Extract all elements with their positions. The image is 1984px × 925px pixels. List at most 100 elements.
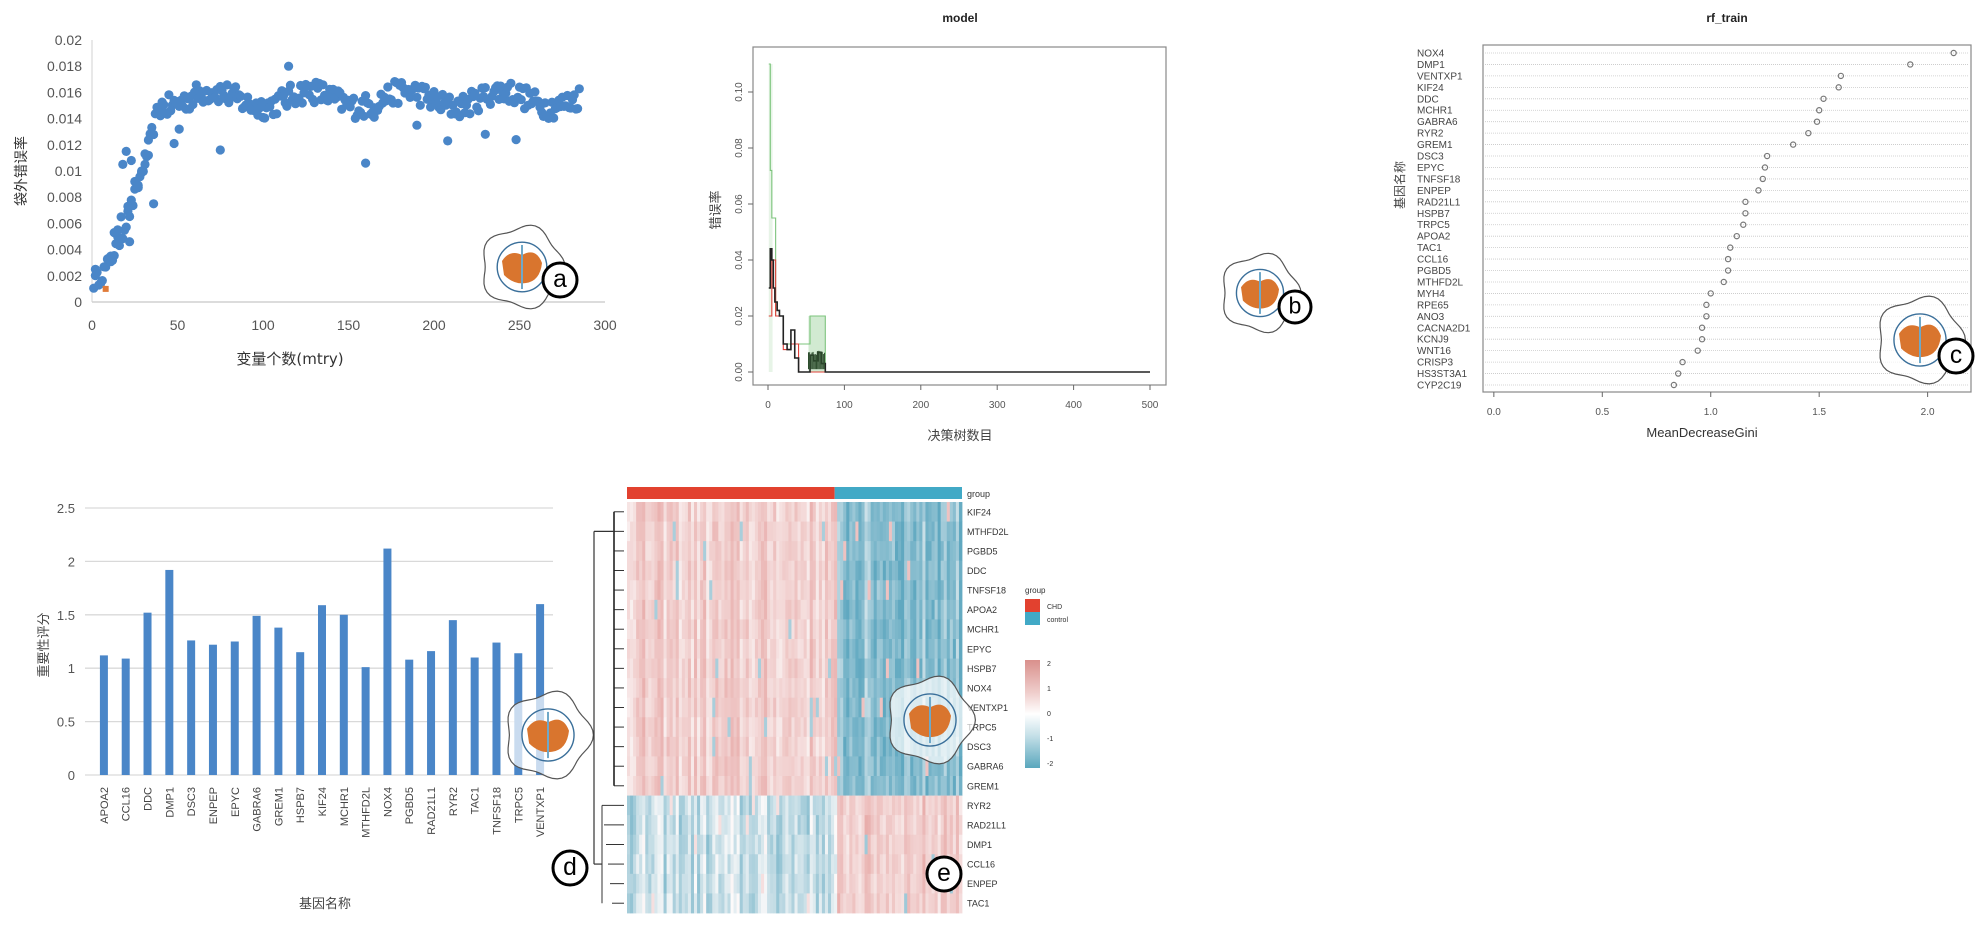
heatmap-cell xyxy=(916,560,920,581)
heatmap-cell xyxy=(843,521,847,542)
heatmap-cell xyxy=(958,834,963,855)
heatmap-cell xyxy=(824,658,829,679)
heatmap-cell xyxy=(837,815,841,836)
heatmap-cell xyxy=(681,678,686,699)
heatmap-cell xyxy=(843,893,847,914)
heatmap-cell xyxy=(736,854,741,875)
heatmap-cell xyxy=(697,697,701,718)
heatmap-cell xyxy=(730,560,734,581)
heatmap-cell xyxy=(675,756,680,777)
heatmap-cell xyxy=(800,893,805,914)
heatmap-cell xyxy=(648,639,652,659)
gini-dot xyxy=(1820,95,1827,102)
heatmap-cell xyxy=(821,834,826,855)
heatmap-cell xyxy=(770,854,774,875)
heatmap-cell xyxy=(925,834,929,855)
heatmap-cell xyxy=(922,521,926,542)
heatmap-cell xyxy=(952,756,957,777)
heatmap-cell xyxy=(751,619,756,640)
heatmap-cell xyxy=(821,580,826,601)
heatmap-cell xyxy=(864,776,868,796)
panel-d: 0 0.5 1 1.5 2 2.5 APOA2 CCL16 DDC DMP1 DSC3 ENPEP EP… xyxy=(0,470,640,921)
heatmap-cell xyxy=(943,560,948,581)
heatmap-cell xyxy=(834,619,838,640)
heatmap-cell xyxy=(690,873,695,894)
heatmap-cell xyxy=(882,893,887,914)
heatmap-cell xyxy=(630,717,634,738)
heatmap-cell xyxy=(681,560,686,581)
data-point xyxy=(121,146,131,156)
heatmap-cell xyxy=(925,658,929,679)
heatmap-cell xyxy=(864,678,868,699)
heatmap-cell xyxy=(913,815,917,836)
heatmap-cell xyxy=(764,854,768,875)
heatmap-cell xyxy=(697,678,701,699)
heatmap-cell xyxy=(785,815,789,836)
heatmap-cell xyxy=(785,756,789,777)
heatmap-cell xyxy=(776,678,780,699)
heatmap-cell xyxy=(925,776,929,796)
heatmap-cell xyxy=(751,697,756,718)
heatmap-cell xyxy=(913,599,917,620)
data-point xyxy=(485,99,495,109)
gini-dot xyxy=(1670,381,1678,389)
heatmap-cell xyxy=(824,560,829,581)
heatmap-cell xyxy=(745,541,750,562)
heatmap-cell xyxy=(669,521,674,542)
heatmap-cell xyxy=(660,599,664,620)
heatmap-cell xyxy=(712,854,716,875)
gene-label: RAD21L1 xyxy=(1417,197,1461,208)
heatmap-cell xyxy=(898,560,902,581)
heatmap-cell xyxy=(946,893,951,914)
heatmap-cell xyxy=(672,502,677,522)
heatmap-cell xyxy=(669,658,674,679)
heatmap-cell xyxy=(824,854,829,875)
bar xyxy=(383,548,392,775)
heatmap-cell xyxy=(709,854,713,875)
heatmap-cell xyxy=(846,815,850,836)
heatmap-cell xyxy=(955,619,960,640)
heatmap-cell xyxy=(651,834,655,855)
heatmap-cell xyxy=(843,658,847,679)
heatmap-cell xyxy=(636,658,640,679)
heatmap-cell xyxy=(684,854,689,875)
heatmap-cell xyxy=(864,521,868,542)
heatmap-cell xyxy=(852,639,856,659)
heatmap-cell xyxy=(800,815,805,836)
heatmap-cell xyxy=(687,658,692,679)
heatmap-cell xyxy=(718,756,722,777)
x-tick-label: 150 xyxy=(337,317,361,333)
heatmap-cell xyxy=(776,893,780,914)
heatmap-cell xyxy=(767,854,771,875)
heatmap-cell xyxy=(949,560,954,581)
heatmap-cell xyxy=(916,873,920,894)
data-point xyxy=(412,120,422,130)
heatmap-cell xyxy=(855,873,859,894)
heatmap-cell xyxy=(812,873,817,894)
heatmap-cell xyxy=(846,639,850,659)
heatmap-cell xyxy=(770,599,774,620)
x-tick-label: TRPC5 xyxy=(513,787,525,823)
data-point xyxy=(393,98,403,108)
heatmap-cell xyxy=(955,560,960,581)
heatmap-cell xyxy=(633,639,637,659)
plot-frame xyxy=(1482,44,1972,393)
heatmap-cell xyxy=(751,756,756,777)
heatmap-cell xyxy=(712,815,716,836)
heatmap-cell xyxy=(895,502,899,522)
heatmap-cell xyxy=(645,717,649,738)
heatmap-cell xyxy=(633,678,637,699)
heatmap-cell xyxy=(630,639,634,659)
heatmap-cell xyxy=(791,678,795,699)
heatmap-cell xyxy=(739,521,744,542)
heatmap-cell xyxy=(709,560,713,581)
heatmap-cell xyxy=(767,736,771,757)
heatmap-cell xyxy=(779,756,783,777)
heatmap-cell xyxy=(934,639,939,659)
legend-label: control xyxy=(1047,617,1068,624)
heatmap-cell xyxy=(812,599,817,620)
heatmap-cell xyxy=(852,756,856,777)
heatmap-cell xyxy=(785,795,789,816)
heatmap-cell xyxy=(949,658,954,679)
